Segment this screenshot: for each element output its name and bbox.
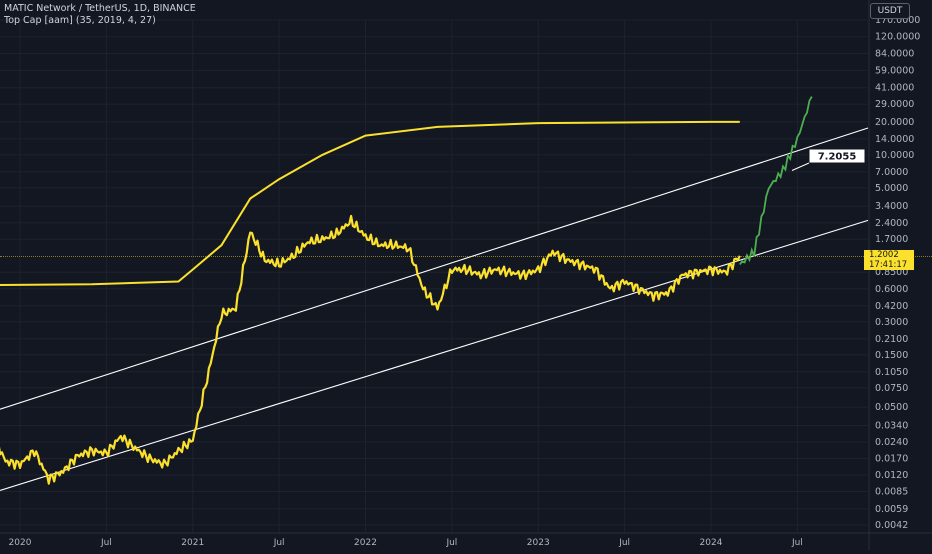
price-tick-label: 0.6000 <box>875 284 908 295</box>
price-tick-label: 0.0042 <box>875 520 908 531</box>
indicator-title[interactable]: Top Cap [aam] (35, 2019, 4, 27) <box>4 15 156 26</box>
annotation-pointer <box>791 162 810 171</box>
symbol-title[interactable]: MATIC Network / TetherUS, 1D, BINANCE <box>4 3 196 14</box>
annotation-box[interactable] <box>808 148 866 164</box>
channel-upper-line[interactable] <box>0 127 869 410</box>
price-tick-label: 120.0000 <box>875 32 920 43</box>
price-tick-label: 0.0340 <box>875 420 908 431</box>
time-tick-label: Jul <box>618 538 630 548</box>
price-tick-label: 2.4000 <box>875 218 908 229</box>
price-tick-label: 7.0000 <box>875 167 908 178</box>
series-layer: 7.2055 <box>0 96 869 491</box>
grid <box>0 19 868 533</box>
price-tick-label: 0.1500 <box>875 350 908 361</box>
top-cap-line[interactable] <box>0 120 740 286</box>
price-tick-label: 0.0170 <box>875 453 908 464</box>
price-tick-label: 5.0000 <box>875 183 908 194</box>
time-tick-label: 2022 <box>354 538 377 548</box>
price-tick-label: 0.0750 <box>875 383 908 394</box>
price-tick-label: 0.2100 <box>875 334 908 345</box>
price-tick-label: 0.0500 <box>875 402 908 413</box>
time-tick-label: 2020 <box>9 538 32 548</box>
price-tick-label: 10.0000 <box>875 150 914 161</box>
price-tick-label: 3.4000 <box>875 201 908 212</box>
current-price-value: 1.2002 <box>869 250 899 260</box>
countdown-value: 17:41:17 <box>869 259 908 270</box>
time-tick-label: 2023 <box>527 538 550 548</box>
channel-lower-line[interactable] <box>0 219 869 491</box>
time-tick-label: 2024 <box>700 538 723 548</box>
time-tick-label: Jul <box>445 538 457 548</box>
annotation-label: 7.2055 <box>818 152 857 163</box>
price-tick-label: 14.0000 <box>875 134 914 145</box>
price-tick-label: 1.7000 <box>875 234 908 245</box>
price-tick-label: 41.0000 <box>875 83 914 94</box>
time-tick-label: 2021 <box>181 538 204 548</box>
time-tick-label: Jul <box>791 538 803 548</box>
price-tick-label: 84.0000 <box>875 49 914 60</box>
current-price-line <box>0 256 932 257</box>
price-tick-label: 0.4200 <box>875 301 908 312</box>
price-tick-label: 0.1050 <box>875 367 908 378</box>
time-tick-label: Jul <box>273 538 285 548</box>
price-tick-label: 0.0059 <box>875 504 908 515</box>
price-tick-label: 0.0120 <box>875 470 908 481</box>
time-tick-label: Jul <box>100 538 112 548</box>
time-axis[interactable]: 2020 Jul 2021 Jul 2022 Jul 2023 Jul 2024 Jul <box>0 532 932 548</box>
price-tick-label: 59.0000 <box>875 65 914 76</box>
currency-badge[interactable]: USDT <box>870 3 910 19</box>
price-tick-label: 0.8500 <box>875 267 908 278</box>
price-tick-label: 20.0000 <box>875 117 914 128</box>
price-scale[interactable]: 170.0000 120.0000 84.0000 59.0000 41.0000 29.… <box>868 0 920 550</box>
projection-line[interactable] <box>739 96 813 266</box>
current-price-label: 1.2002 17:41:17 <box>864 250 914 270</box>
price-tick-label: 29.0000 <box>875 99 914 110</box>
price-line[interactable] <box>0 214 741 485</box>
price-tick-label: 0.0240 <box>875 437 908 448</box>
price-tick-label: 170.0000 <box>875 15 920 26</box>
price-tick-label: 0.3000 <box>875 317 908 328</box>
price-tick-label: 0.0085 <box>875 486 908 497</box>
